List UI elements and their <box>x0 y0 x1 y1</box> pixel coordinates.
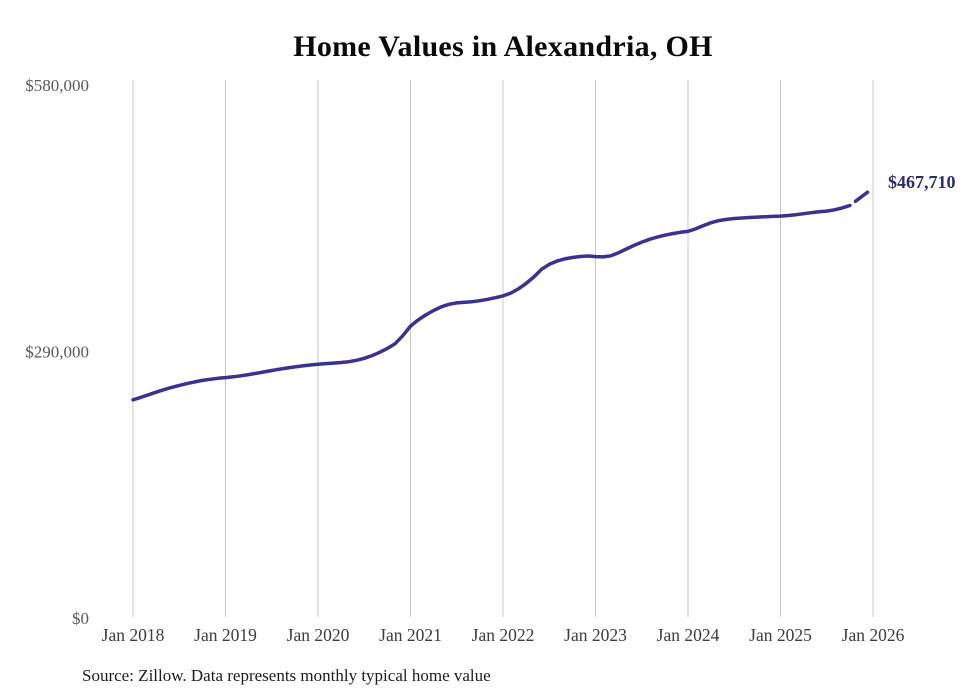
y-axis-label: $580,000 <box>25 76 89 95</box>
x-axis-label: Jan 2022 <box>472 625 535 645</box>
latest-value-label: $467,710 <box>888 172 956 192</box>
x-axis-label: Jan 2025 <box>749 625 812 645</box>
chart-title: Home Values in Alexandria, OH <box>293 30 713 63</box>
x-axis-label: Jan 2019 <box>194 625 257 645</box>
y-axis-label: $0 <box>72 609 89 628</box>
y-axis-label: $290,000 <box>25 342 89 361</box>
x-axis-label: Jan 2018 <box>102 625 165 645</box>
forecast-line <box>848 186 875 208</box>
x-axis-label: Jan 2020 <box>287 625 350 645</box>
x-axis-label: Jan 2021 <box>379 625 442 645</box>
home-value-line <box>131 203 852 402</box>
source-note: Source: Zillow. Data represents monthly … <box>82 666 491 685</box>
x-axis-label: Jan 2026 <box>842 625 905 645</box>
x-axis-label: Jan 2023 <box>564 625 627 645</box>
x-axis-label: Jan 2024 <box>657 625 720 645</box>
